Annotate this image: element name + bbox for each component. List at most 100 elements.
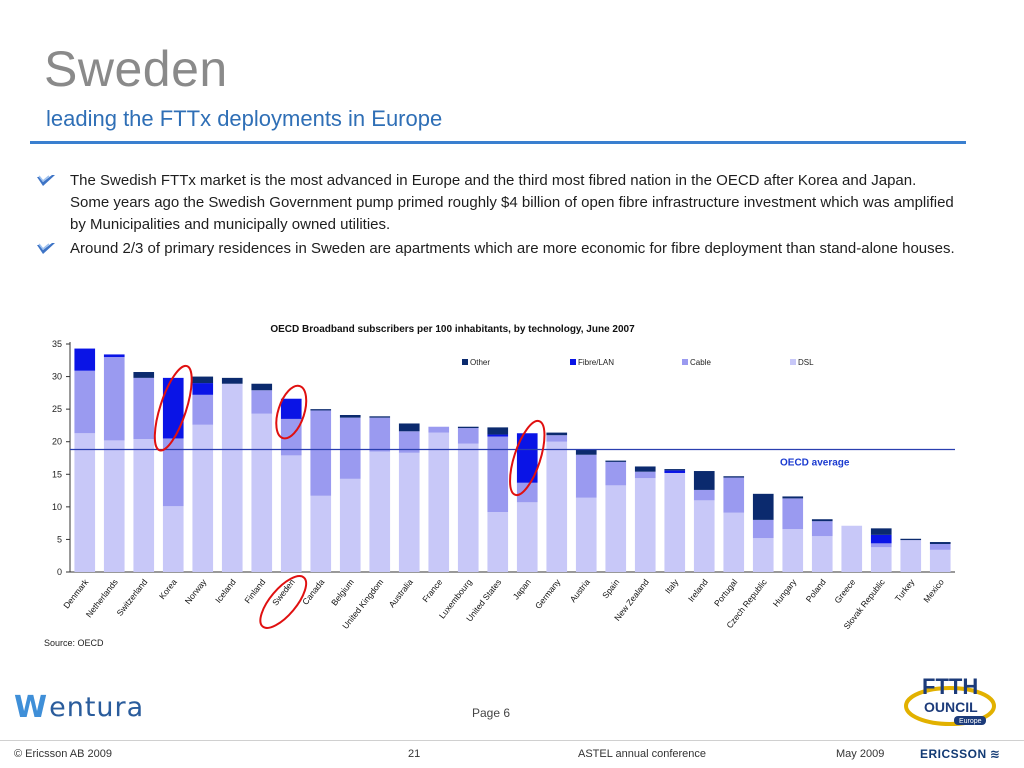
- slide-title: Sweden: [44, 41, 228, 97]
- oecd-average-label: OECD average: [780, 458, 850, 469]
- bar-segment: [782, 498, 804, 530]
- bar-segment: [516, 482, 538, 503]
- bar-segment: [74, 433, 96, 572]
- bar-segment: [605, 460, 627, 462]
- y-tick-label: 5: [57, 534, 62, 544]
- bar-segment: [74, 348, 96, 371]
- ftth-council-logo: FTTH OUNCIL Europe: [902, 670, 998, 728]
- bar-segment: [929, 542, 951, 544]
- bar-segment: [664, 469, 686, 471]
- x-tick-label: Poland: [804, 577, 828, 604]
- footer-slide-number: 21: [408, 748, 421, 760]
- bar-segment: [251, 390, 273, 414]
- bar-segment: [929, 543, 951, 550]
- bar-segment: [339, 417, 361, 479]
- bullet-list: The Swedish FTTx market is the most adva…: [36, 170, 956, 265]
- bar-segment: [428, 432, 450, 572]
- bar-segment: [162, 377, 184, 439]
- checkmark-bullet-icon: [36, 170, 70, 236]
- x-tick-label: Greece: [832, 577, 857, 605]
- y-tick-label: 15: [52, 469, 62, 479]
- bar-segment: [752, 493, 774, 520]
- bar-segment: [192, 394, 214, 425]
- bar-segment: [900, 538, 922, 541]
- bar-segment: [192, 424, 214, 572]
- ventura-logo: W entura: [14, 690, 144, 725]
- bar-segment: [310, 495, 332, 572]
- bullet-text: Around 2/3 of primary residences in Swed…: [70, 240, 955, 257]
- bar-segment: [870, 528, 892, 535]
- y-tick-label: 30: [52, 372, 62, 382]
- bar-segment: [487, 434, 509, 437]
- x-tick-label: Austria: [568, 577, 592, 604]
- bar-segment: [811, 521, 833, 537]
- slide-footer: © Ericsson AB 2009 21 ASTEL annual confe…: [0, 740, 1024, 768]
- bar-segment: [398, 452, 420, 572]
- bar-segment: [133, 372, 155, 378]
- bar-segment: [605, 485, 627, 572]
- legend-label: Cable: [690, 358, 711, 367]
- bar-segment: [103, 357, 125, 441]
- bar-segment: [811, 519, 833, 522]
- bar-segment: [811, 536, 833, 572]
- chart-canvas: OECD Broadband subscribers per 100 inhab…: [44, 324, 955, 648]
- bar-segment: [457, 426, 479, 429]
- legend-swatch: [462, 359, 468, 365]
- bar-segment: [251, 413, 273, 572]
- ftth-logo-bottom-text: Europe: [959, 718, 982, 725]
- x-tick-label: Denmark: [61, 576, 91, 610]
- bar-segment: [723, 512, 745, 572]
- bar-segment: [516, 433, 538, 483]
- x-tick-label: France: [420, 577, 444, 604]
- footer-date: May 2009: [836, 748, 885, 760]
- bar-segment: [162, 438, 184, 507]
- bar-segment: [74, 370, 96, 434]
- x-tick-label: Japan: [511, 577, 533, 602]
- bar-segment: [782, 496, 804, 499]
- bar-segment: [487, 427, 509, 435]
- highlight-ellipse: [275, 384, 308, 440]
- bullet-text: The Swedish FTTx market is the most adva…: [70, 172, 954, 233]
- bar-segment: [900, 540, 922, 572]
- checkmark-bullet-icon: [36, 238, 70, 263]
- bar-segment: [369, 416, 391, 418]
- legend-label: DSL: [798, 358, 814, 367]
- x-tick-label: Belgium: [329, 577, 356, 607]
- x-tick-label: Turkey: [893, 576, 917, 603]
- bar-segment: [487, 436, 509, 513]
- x-tick-label: Mexico: [921, 577, 946, 605]
- bar-segment: [310, 410, 332, 496]
- bullet-item: The Swedish FTTx market is the most adva…: [36, 170, 956, 236]
- ftth-logo-top-text: FTTH: [922, 674, 978, 699]
- bar-segment: [634, 471, 656, 479]
- bar-segment: [664, 472, 686, 572]
- footer-copyright: © Ericsson AB 2009: [14, 748, 112, 760]
- bar-segment: [634, 466, 656, 472]
- bar-segment: [693, 471, 715, 490]
- bar-segment: [457, 443, 479, 572]
- sweden-label-highlight: [259, 575, 308, 629]
- slide-subtitle: leading the FTTx deployments in Europe: [46, 106, 443, 131]
- bar-segment: [723, 476, 745, 478]
- page-label: Page 6: [472, 706, 511, 720]
- ventura-v-icon: W: [14, 690, 49, 725]
- bar-segment: [369, 417, 391, 452]
- x-tick-label: Finland: [242, 577, 267, 605]
- bar-segment: [339, 478, 361, 572]
- bar-segment: [664, 470, 686, 473]
- y-tick-label: 20: [52, 437, 62, 447]
- legend-label: Other: [470, 358, 490, 367]
- bar-segment: [841, 525, 863, 572]
- highlight-ellipse: [153, 364, 193, 452]
- bar-segment: [487, 512, 509, 572]
- bar-segment: [723, 477, 745, 513]
- y-tick-label: 25: [52, 404, 62, 414]
- bar-segment: [221, 377, 243, 384]
- bar-segment: [103, 440, 125, 572]
- chart-title: OECD Broadband subscribers per 100 inhab…: [270, 324, 635, 335]
- y-tick-label: 10: [52, 502, 62, 512]
- bar-segment: [870, 534, 892, 544]
- bar-segment: [634, 478, 656, 572]
- ericsson-logo-text: ERICSSON: [920, 747, 987, 761]
- bar-segment: [133, 377, 155, 440]
